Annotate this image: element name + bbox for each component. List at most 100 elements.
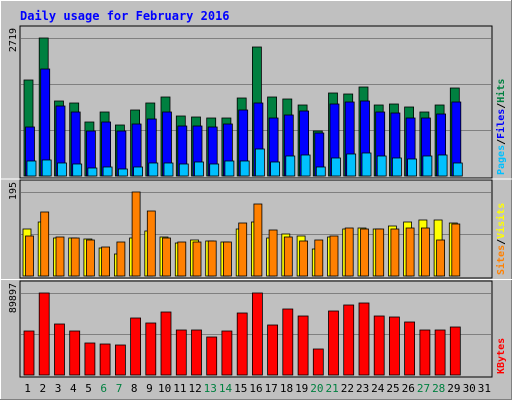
bar-kbytes-day-20 xyxy=(312,348,324,376)
x-tick-label-day-3: 3 xyxy=(55,382,62,395)
bar-sites-day-22 xyxy=(344,227,354,277)
bar-pages-day-16 xyxy=(254,148,265,177)
bar-sites-day-2 xyxy=(40,211,50,277)
bar-pages-day-7 xyxy=(118,168,128,177)
x-tick-label-day-26: 26 xyxy=(402,382,415,395)
bar-kbytes-day-14 xyxy=(221,330,233,376)
bar-pages-day-28 xyxy=(437,154,448,177)
x-tick-label-day-13: 13 xyxy=(204,382,217,395)
x-axis: 1 2 3 4 5 6 7 8 9 10 11 12 13 14 15 16 17 18 19 20 21 22 23 24 2… xyxy=(24,382,491,395)
bar-kbytes-day-25 xyxy=(388,316,400,376)
bar-sites-day-23 xyxy=(360,228,369,277)
bar-sites-day-3 xyxy=(55,236,65,277)
legend-part: KBytes xyxy=(496,338,507,374)
bar-sites-day-19 xyxy=(299,240,309,277)
y-max-label: 2719 xyxy=(8,28,19,52)
legend-part: Sites xyxy=(495,245,507,275)
legend-part: Hits xyxy=(495,79,507,103)
bar-pages-day-6 xyxy=(102,166,113,177)
bar-kbytes-day-22 xyxy=(343,304,355,376)
bar-sites-day-25 xyxy=(390,228,400,277)
bar-pages-day-1 xyxy=(26,160,37,177)
x-tick-label-day-7: 7 xyxy=(116,382,123,395)
x-tick-label-day-9: 9 xyxy=(146,382,153,395)
bar-sites-day-20 xyxy=(314,239,324,277)
legend-part: Files xyxy=(495,109,507,139)
bar-kbytes-day-1 xyxy=(23,330,35,376)
bar-sites-day-18 xyxy=(283,236,293,277)
bar-kbytes-day-8 xyxy=(130,317,142,376)
panel-kbytes: 89897 KBytes xyxy=(8,280,507,378)
bar-pages-day-29 xyxy=(452,162,463,177)
bar-sites-day-13 xyxy=(207,240,217,277)
x-tick-label-day-4: 4 xyxy=(70,382,77,395)
bar-kbytes-day-12 xyxy=(191,329,202,376)
bar-sites-day-16 xyxy=(253,203,263,277)
bar-kbytes-day-21 xyxy=(328,310,339,376)
bar-kbytes-day-19 xyxy=(297,315,309,376)
bar-sites-day-15 xyxy=(238,222,248,277)
x-tick-label-day-18: 18 xyxy=(280,382,293,395)
bar-kbytes-day-5 xyxy=(84,342,96,376)
bar-sites-day-10 xyxy=(162,237,171,277)
bar-pages-day-20 xyxy=(315,166,326,177)
x-tick-label-day-22: 22 xyxy=(341,382,354,395)
bar-pages-day-21 xyxy=(331,157,341,177)
x-tick-label-day-16: 16 xyxy=(249,382,262,395)
x-tick-label-day-17: 17 xyxy=(265,382,278,395)
bar-sites-day-24 xyxy=(375,228,385,277)
panel-visits-sites: 195 Sites/Visits xyxy=(8,179,507,279)
bar-pages-day-5 xyxy=(87,167,98,177)
bar-sites-day-9 xyxy=(146,210,156,277)
legend-part: Visits xyxy=(495,203,507,239)
legend-part: / xyxy=(496,239,507,245)
bar-pages-day-24 xyxy=(376,155,387,177)
series-pages xyxy=(26,148,463,177)
bar-pages-day-17 xyxy=(270,161,281,177)
series-legend-label: KBytes xyxy=(496,338,507,374)
x-tick-label-day-12: 12 xyxy=(188,382,201,395)
bar-pages-day-9 xyxy=(148,162,159,177)
bar-pages-day-14 xyxy=(224,160,235,177)
bar-kbytes-day-28 xyxy=(434,329,446,376)
bar-sites-day-4 xyxy=(70,237,80,277)
bar-pages-day-27 xyxy=(422,155,433,177)
bar-kbytes-day-16 xyxy=(251,292,263,376)
x-tick-label-day-15: 15 xyxy=(234,382,247,395)
bar-pages-day-22 xyxy=(346,153,357,177)
bar-pages-day-12 xyxy=(194,161,204,177)
bar-pages-day-10 xyxy=(163,162,174,177)
bar-pages-day-23 xyxy=(361,152,372,177)
bar-pages-day-18 xyxy=(285,155,296,177)
x-tick-label-day-14: 14 xyxy=(219,382,233,395)
bar-sites-day-17 xyxy=(268,229,278,277)
legend-part: Pages xyxy=(496,145,507,175)
bar-kbytes-day-17 xyxy=(267,324,279,376)
bar-kbytes-day-27 xyxy=(419,329,431,376)
series-legend-label: Sites/Visits xyxy=(495,203,507,275)
bar-pages-day-2 xyxy=(41,159,52,177)
bar-pages-day-19 xyxy=(300,154,311,177)
bar-pages-day-11 xyxy=(178,163,189,177)
bar-sites-day-1 xyxy=(25,235,34,277)
bar-pages-day-4 xyxy=(72,163,83,177)
bar-pages-day-15 xyxy=(239,160,250,177)
x-tick-label-day-5: 5 xyxy=(85,382,92,395)
bar-kbytes-day-2 xyxy=(38,292,50,376)
bar-pages-day-8 xyxy=(133,166,144,177)
bar-kbytes-day-13 xyxy=(206,336,218,376)
bar-kbytes-day-18 xyxy=(282,308,294,376)
bar-kbytes-day-7 xyxy=(115,344,126,376)
bar-pages-day-3 xyxy=(57,162,67,177)
bar-kbytes-day-23 xyxy=(358,302,370,376)
bar-sites-day-28 xyxy=(436,239,446,277)
bar-sites-day-21 xyxy=(329,235,339,277)
bar-kbytes-day-29 xyxy=(449,326,461,376)
x-tick-label-day-31: 31 xyxy=(478,382,491,395)
x-tick-label-day-10: 10 xyxy=(158,382,171,395)
bar-sites-day-12 xyxy=(192,241,202,277)
bar-kbytes-day-10 xyxy=(160,311,172,376)
